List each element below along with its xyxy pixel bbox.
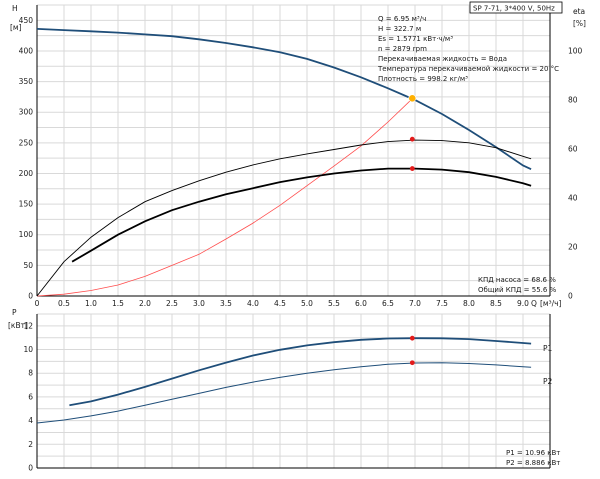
series-p1 [69, 337, 532, 407]
pump-label: SP 7-71, 3*400 V, 50Hz [473, 5, 555, 13]
y-left-tick-label: 200 [19, 169, 34, 178]
total-efficiency-label: Общий КПД = 55.6 % [478, 286, 557, 294]
info-q: Q = 6.95 м³/ч [378, 15, 426, 23]
tick-labels: 0 0.5 1.0 1.5 2.0 2.5 3.0 3.5 4.0 4.5 5.0 5.5 6.0 6.5… [19, 16, 583, 473]
power-marker [409, 335, 415, 341]
x-tick-label: 6.0 [355, 299, 367, 308]
y-left-tick-label: 250 [19, 138, 34, 147]
p-tick-label: 6 [28, 392, 33, 401]
duty-point-info: Q = 6.95 м³/ч H = 322.7 м Es = 1.5771 кВ… [377, 15, 559, 83]
eta-marker [409, 166, 415, 171]
info-liquid: Перекачиваемая жидкость = Вода [378, 55, 507, 63]
p-tick-label: 2 [28, 440, 33, 449]
x-tick-label: 1.0 [85, 299, 97, 308]
y-axis-unit-h: [м] [10, 23, 22, 32]
info-h: H = 322.7 м [378, 25, 421, 33]
y-right-tick-label: 20 [568, 242, 578, 251]
y-right-tick-label: 100 [568, 46, 583, 55]
x-tick-label: 5.0 [301, 299, 313, 308]
y-axis-label-h: H [12, 4, 18, 13]
x-tick-label: 2.5 [166, 299, 178, 308]
pump-label-box [469, 1, 563, 14]
x-axis-unit-q: [м³/ч] [540, 299, 562, 308]
eta-marker [409, 136, 415, 142]
p1-value-label: P1 = 10.96 кВт [506, 449, 560, 457]
bottom-chart-grid [36, 313, 551, 468]
pump-efficiency-label: КПД насоса = 68.6 % [478, 276, 556, 284]
info-es: Es = 1.5771 кВт·ч/м³ [378, 35, 453, 43]
x-axis-label-q: Q [531, 299, 537, 308]
series-system [36, 98, 413, 297]
duty-point-marker [408, 94, 417, 103]
p-tick-label: 12 [23, 321, 33, 330]
y-left-tick-label: 50 [23, 261, 33, 270]
info-density: Плотность = 998.2 кг/м³ [378, 75, 468, 83]
y-axis-unit-p: [кВт] [8, 321, 28, 330]
x-tick-label: 4.5 [274, 299, 286, 308]
y-right-tick-label: 40 [568, 193, 578, 202]
info-temperature: Температура перекачиваемой жидкости = 20… [377, 65, 559, 73]
y-right-tick-label: 0 [568, 292, 573, 301]
data-series [36, 28, 532, 424]
y-right-tick-label: 60 [568, 144, 578, 153]
series-head [36, 28, 532, 171]
p-tick-label: 0 [28, 464, 33, 473]
y-left-tick-label: 150 [19, 200, 34, 209]
x-tick-label: 4.0 [247, 299, 259, 308]
x-tick-label: 1.5 [112, 299, 124, 308]
x-tick-label: 8.0 [463, 299, 475, 308]
x-tick-label: 5.5 [328, 299, 340, 308]
axes [36, 5, 551, 469]
x-tick-label: 8.5 [490, 299, 502, 308]
y-left-tick-label: 350 [19, 77, 34, 86]
x-tick-label: 0 [35, 299, 40, 308]
p-tick-label: 8 [28, 369, 33, 378]
y-left-tick-label: 0 [28, 292, 33, 301]
y-axis-label-eta: eta [573, 7, 585, 16]
y-left-tick-label: 300 [19, 108, 34, 117]
power-marker [409, 360, 415, 366]
top-chart-grid [36, 4, 551, 296]
y-axis-unit-eta: [%] [573, 19, 586, 28]
series-eta_thick [71, 167, 532, 263]
p-tick-label: 10 [23, 345, 33, 354]
x-tick-label: 3.5 [220, 299, 232, 308]
x-tick-label: 7.0 [409, 299, 421, 308]
info-n: n = 2879 rpm [378, 45, 427, 53]
y-left-tick-label: 400 [19, 46, 34, 55]
y-axis-label-p: P [12, 308, 17, 317]
duty-point-markers [408, 94, 417, 366]
x-tick-label: 3.0 [193, 299, 205, 308]
legend-p2: P2 [543, 377, 553, 386]
p2-value-label: P2 = 8.886 кВт [506, 459, 560, 467]
series-p2 [36, 362, 532, 424]
x-tick-label: 2.0 [139, 299, 151, 308]
x-tick-label: 6.5 [382, 299, 394, 308]
x-tick-label: 9.0 [517, 299, 529, 308]
p-tick-label: 4 [28, 416, 33, 425]
y-left-tick-label: 450 [19, 16, 34, 25]
series-eta_thin [36, 139, 532, 297]
x-tick-label: 7.5 [436, 299, 448, 308]
legend-p1: P1 [543, 344, 553, 353]
x-tick-label: 0.5 [58, 299, 70, 308]
y-left-tick-label: 100 [19, 230, 34, 239]
y-right-tick-label: 80 [568, 95, 578, 104]
